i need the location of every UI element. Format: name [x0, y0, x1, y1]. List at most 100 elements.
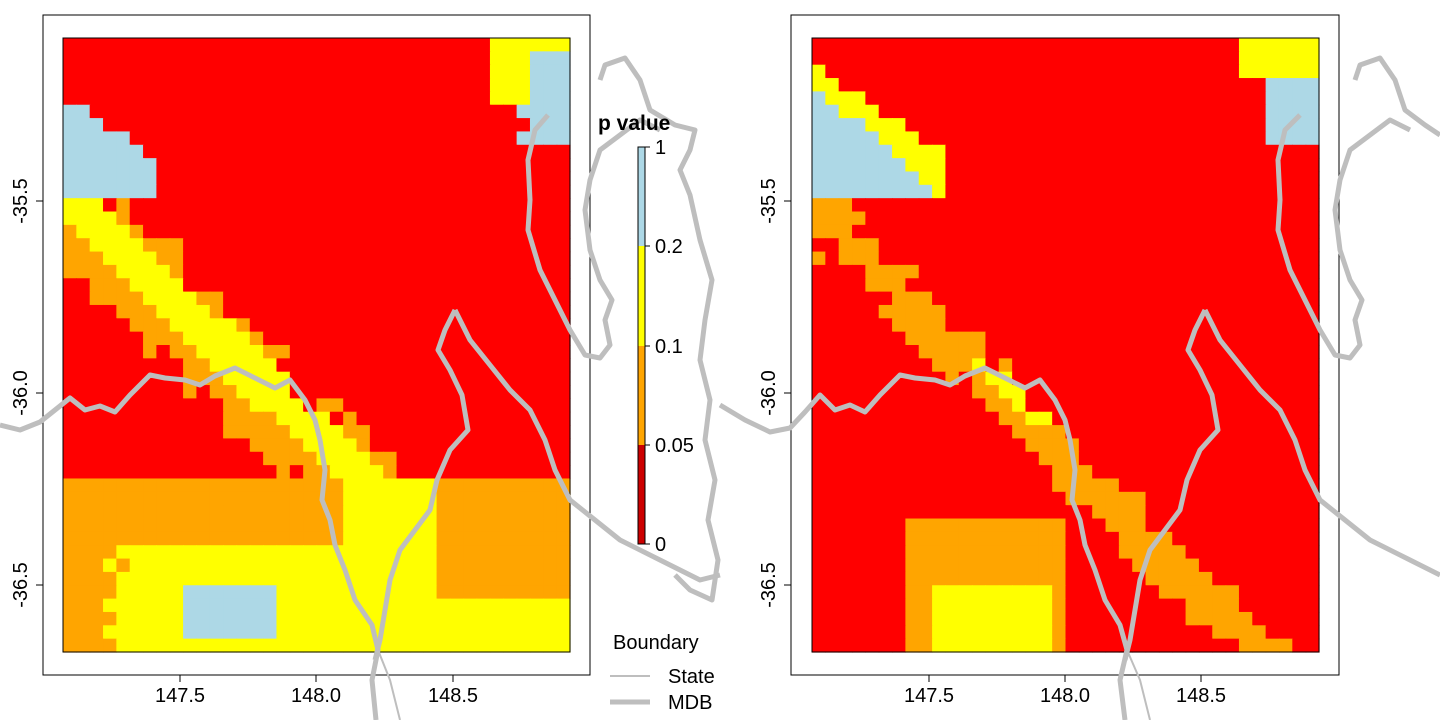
raster-cell: [63, 345, 77, 359]
raster-cell: [436, 398, 451, 413]
raster-cell: [529, 38, 544, 52]
raster-cell: [958, 158, 973, 173]
raster-cell: [143, 425, 157, 440]
raster-cell: [329, 131, 344, 146]
raster-cell: [169, 625, 184, 640]
raster-cell: [516, 118, 531, 133]
raster-cell: [463, 51, 478, 66]
raster-cell: [543, 345, 558, 359]
raster-cell: [63, 64, 77, 79]
raster-cell: [263, 331, 278, 346]
left-y-tick-label: -35.5: [10, 178, 32, 224]
raster-cell: [905, 331, 920, 346]
raster-cell: [143, 318, 157, 333]
raster-cell: [143, 278, 157, 293]
raster-cell: [1092, 385, 1107, 399]
raster-cell: [905, 131, 920, 146]
raster-cell: [838, 51, 853, 66]
raster-cell: [436, 625, 451, 640]
raster-cell: [1158, 638, 1173, 653]
raster-cell: [449, 598, 464, 613]
raster-cell: [169, 478, 184, 493]
raster-cell: [89, 491, 104, 506]
raster-cell: [409, 611, 424, 626]
raster-cell: [1132, 251, 1147, 266]
raster-cell: [892, 331, 906, 346]
raster-cell: [449, 171, 464, 186]
raster-cell: [489, 264, 504, 279]
raster-cell: [865, 478, 880, 493]
raster-cell: [476, 238, 491, 253]
raster-cell: [289, 611, 304, 626]
raster-cell: [1225, 571, 1240, 586]
raster-cell: [1172, 371, 1187, 386]
raster-cell: [1172, 211, 1187, 226]
raster-cell: [436, 91, 451, 106]
raster-cell: [516, 518, 531, 533]
raster-cell: [449, 104, 464, 119]
raster-cell: [1225, 184, 1240, 199]
raster-cell: [812, 505, 826, 520]
raster-cell: [1038, 358, 1053, 373]
raster-cell: [1145, 158, 1160, 173]
raster-cell: [972, 264, 987, 279]
raster-cell: [543, 198, 558, 213]
raster-cell: [1278, 331, 1293, 346]
raster-cell: [1025, 585, 1040, 600]
raster-cell: [985, 611, 1000, 626]
raster-cell: [209, 558, 224, 573]
raster-cell: [918, 465, 933, 480]
raster-cell: [449, 571, 464, 586]
raster-cell: [1292, 64, 1307, 79]
raster-cell: [129, 531, 144, 546]
raster-cell: [1132, 331, 1147, 346]
raster-cell: [878, 505, 893, 520]
raster-cell: [369, 144, 384, 159]
raster-cell: [1105, 158, 1120, 173]
raster-cell: [103, 264, 117, 279]
raster-cell: [356, 291, 371, 306]
raster-cell: [529, 318, 544, 333]
raster-cell: [289, 585, 304, 600]
raster-cell: [223, 611, 238, 626]
raster-cell: [1238, 598, 1253, 613]
raster-cell: [1238, 158, 1253, 173]
raster-cell: [1278, 585, 1293, 600]
raster-cell: [998, 184, 1013, 199]
raster-cell: [865, 38, 880, 52]
raster-cell: [1265, 598, 1280, 613]
raster-cell: [409, 478, 424, 493]
raster-cell: [1265, 144, 1280, 159]
raster-cell: [76, 38, 91, 52]
raster-cell: [103, 425, 117, 440]
raster-cell: [1265, 425, 1280, 440]
raster-cell: [1252, 144, 1267, 159]
raster-cell: [383, 304, 398, 319]
raster-cell: [878, 64, 893, 79]
raster-cell: [1078, 438, 1093, 453]
raster-cell: [958, 198, 973, 213]
raster-cell: [169, 585, 184, 600]
raster-cell: [183, 545, 198, 560]
raster-cell: [1132, 545, 1147, 560]
raster-cell: [1158, 318, 1173, 333]
raster-cell: [409, 571, 424, 586]
raster-cell: [958, 104, 973, 119]
raster-cell: [1038, 505, 1053, 520]
raster-cell: [1225, 318, 1240, 333]
raster-cell: [489, 304, 504, 319]
raster-cell: [129, 131, 144, 146]
raster-cell: [236, 331, 251, 346]
raster-cell: [1278, 51, 1293, 66]
raster-cell: [129, 611, 144, 626]
raster-cell: [825, 318, 840, 333]
raster-cell: [276, 51, 291, 66]
raster-cell: [838, 264, 853, 279]
raster-cell: [1278, 505, 1293, 520]
raster-cell: [196, 78, 211, 92]
raster-cell: [183, 411, 198, 426]
raster-cell: [489, 251, 504, 266]
raster-cell: [476, 425, 491, 440]
raster-cell: [918, 331, 933, 346]
raster-cell: [1158, 425, 1173, 440]
